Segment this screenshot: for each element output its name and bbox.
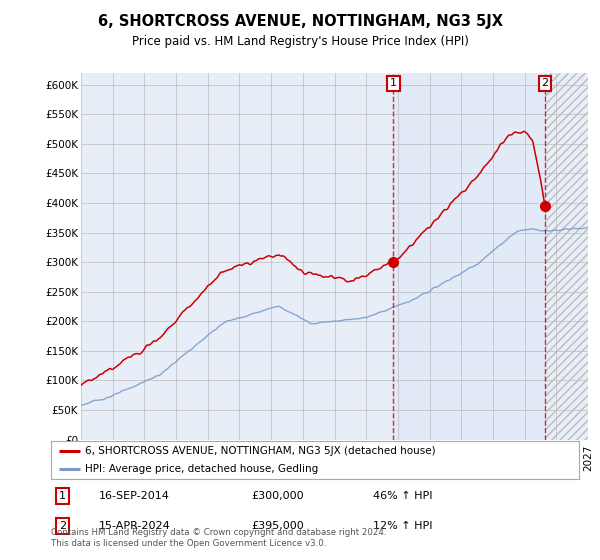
Text: 6, SHORTCROSS AVENUE, NOTTINGHAM, NG3 5JX: 6, SHORTCROSS AVENUE, NOTTINGHAM, NG3 5J… bbox=[97, 14, 503, 29]
Text: 12% ↑ HPI: 12% ↑ HPI bbox=[373, 521, 433, 531]
Text: 46% ↑ HPI: 46% ↑ HPI bbox=[373, 491, 433, 501]
Text: 1: 1 bbox=[59, 491, 66, 501]
Text: 1: 1 bbox=[390, 78, 397, 88]
Bar bbox=[545, 73, 588, 440]
Text: 15-APR-2024: 15-APR-2024 bbox=[98, 521, 170, 531]
Bar bbox=[545, 73, 588, 440]
Text: £395,000: £395,000 bbox=[251, 521, 304, 531]
Text: HPI: Average price, detached house, Gedling: HPI: Average price, detached house, Gedl… bbox=[85, 464, 319, 474]
Text: Contains HM Land Registry data © Crown copyright and database right 2024.
This d: Contains HM Land Registry data © Crown c… bbox=[51, 528, 386, 548]
Text: 2: 2 bbox=[59, 521, 66, 531]
Text: 2: 2 bbox=[542, 78, 548, 88]
Text: 6, SHORTCROSS AVENUE, NOTTINGHAM, NG3 5JX (detached house): 6, SHORTCROSS AVENUE, NOTTINGHAM, NG3 5J… bbox=[85, 446, 436, 456]
Text: Price paid vs. HM Land Registry's House Price Index (HPI): Price paid vs. HM Land Registry's House … bbox=[131, 35, 469, 48]
Text: £300,000: £300,000 bbox=[251, 491, 304, 501]
Text: 16-SEP-2014: 16-SEP-2014 bbox=[98, 491, 169, 501]
Bar bbox=[393, 73, 545, 440]
